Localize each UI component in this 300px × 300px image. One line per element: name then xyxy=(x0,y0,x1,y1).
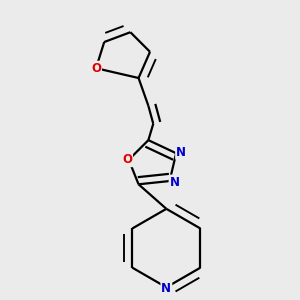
Text: N: N xyxy=(161,283,171,296)
Text: O: O xyxy=(91,62,101,75)
Text: N: N xyxy=(169,176,179,188)
Text: N: N xyxy=(176,146,186,159)
Text: O: O xyxy=(122,153,132,166)
